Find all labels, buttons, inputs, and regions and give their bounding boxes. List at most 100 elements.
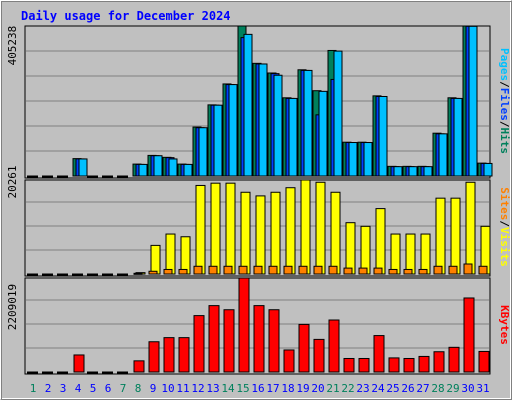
bar-visits-day-10	[165, 233, 176, 275]
bar-kbytes-day-11	[178, 337, 190, 373]
visits-sites-panel: 20261 Sites/Visits	[6, 165, 511, 277]
bar-sites-day-15	[238, 265, 248, 275]
bar-visits-day-9	[150, 244, 161, 275]
day-label: 29	[446, 382, 459, 395]
bar-sites-day-26	[403, 268, 413, 275]
bar-kbytes-day-10	[163, 337, 175, 373]
bar-visits-day-16	[255, 195, 266, 275]
bar-pages-day-29	[453, 97, 463, 177]
bar-sites-day-27	[418, 268, 428, 275]
bar-kbytes-day-20	[313, 338, 325, 373]
bar-pages-day-11	[183, 163, 193, 177]
day-label: 17	[266, 382, 279, 395]
chart-title: Daily usage for December 2024	[21, 9, 231, 23]
legend-sites: Sites	[498, 187, 511, 220]
bar-sites-day-10	[163, 268, 173, 275]
bar-pages-day-15	[243, 33, 253, 177]
day-label: 28	[431, 382, 444, 395]
bar-pages-day-8	[138, 163, 148, 177]
day-label: 24	[371, 382, 385, 395]
hits-files-pages-panel: 405238 Pages/Files/Hits	[6, 25, 511, 179]
day-label: 22	[341, 382, 354, 395]
bar-sites-day-28	[433, 265, 443, 275]
bar-sites-day-21	[328, 265, 338, 275]
bar-kbytes-day-23	[358, 357, 370, 373]
bar-pages-day-9	[153, 155, 163, 177]
bar-pages-day-25	[393, 166, 403, 177]
bar-pages-day-28	[438, 133, 448, 177]
day-label: 5	[90, 382, 97, 395]
day-label: 8	[135, 382, 142, 395]
bar-pages-day-20	[318, 90, 328, 177]
bar-pages-day-22	[348, 142, 358, 177]
bar-visits-day-17	[270, 191, 281, 275]
legend-hits: Hits	[498, 128, 511, 155]
bar-pages-day-12	[198, 127, 208, 177]
bar-visits-day-13	[210, 182, 221, 275]
bar-kbytes-day-18	[283, 349, 295, 373]
bar-sites-day-12	[193, 265, 203, 275]
bar-sites-day-19	[298, 265, 308, 275]
bar-visits-day-25	[390, 233, 401, 275]
day-label: 6	[105, 382, 112, 395]
bar-kbytes-day-16	[253, 305, 265, 373]
bar-visits-day-21	[330, 191, 341, 275]
bar-sites-day-29	[448, 265, 458, 275]
bar-visits-day-29	[450, 197, 461, 275]
bar-pages-day-16	[258, 63, 268, 177]
bar-kbytes-day-25	[388, 357, 400, 373]
bar-visits-day-26	[405, 233, 416, 275]
bar-sites-day-16	[253, 265, 263, 275]
bar-sites-day-24	[373, 267, 383, 275]
bar-kbytes-day-12	[193, 315, 205, 373]
bar-pages-day-31	[483, 162, 493, 177]
bar-kbytes-day-21	[328, 319, 340, 373]
day-label: 30	[461, 382, 474, 395]
day-label: 19	[296, 382, 309, 395]
day-label: 1	[30, 382, 37, 395]
bar-sites-day-14	[223, 265, 233, 275]
bar-pages-day-14	[228, 84, 238, 177]
legend-visits: Visits	[498, 227, 511, 267]
day-label: 2	[45, 382, 52, 395]
kbytes-panel-max-label: 2209019	[6, 284, 19, 330]
bar-kbytes-day-8	[133, 360, 145, 373]
bar-kbytes-day-22	[343, 357, 355, 373]
legend-separator: /	[498, 121, 511, 128]
bar-visits-day-12	[195, 184, 206, 275]
bar-kbytes-day-29	[448, 346, 460, 373]
bar-sites-day-22	[343, 267, 353, 275]
bar-kbytes-day-30	[463, 297, 475, 373]
hits-panel-bars	[27, 25, 493, 178]
day-label: 25	[386, 382, 399, 395]
bar-kbytes-day-13	[208, 305, 220, 373]
bar-pages-day-23	[363, 142, 373, 177]
visits-panel-max-label: 20261	[6, 165, 19, 198]
bar-kbytes-day-24	[373, 335, 385, 373]
bar-visits-day-15	[240, 191, 251, 275]
bar-pages-day-24	[378, 95, 388, 177]
bar-kbytes-day-9	[148, 341, 160, 373]
bar-visits-day-20	[315, 181, 326, 275]
legend-pages: Pages	[498, 48, 511, 81]
bar-visits-day-28	[435, 197, 446, 275]
visits-panel-legend: Sites/Visits	[498, 187, 511, 267]
bar-visits-day-30	[465, 181, 476, 275]
day-label: 3	[60, 382, 67, 395]
day-label: 9	[150, 382, 157, 395]
day-label: 20	[311, 382, 324, 395]
day-label: 21	[326, 382, 339, 395]
bar-sites-day-20	[313, 265, 323, 275]
bar-sites-day-18	[283, 265, 293, 275]
bar-kbytes-day-14	[223, 309, 235, 373]
bar-visits-day-27	[420, 233, 431, 275]
legend-separator: /	[498, 81, 511, 88]
bar-kbytes-day-27	[418, 355, 430, 373]
bar-pages-day-4	[78, 158, 88, 177]
day-label: 14	[221, 382, 235, 395]
bar-sites-day-17	[268, 265, 278, 275]
legend-files: Files	[498, 88, 511, 121]
